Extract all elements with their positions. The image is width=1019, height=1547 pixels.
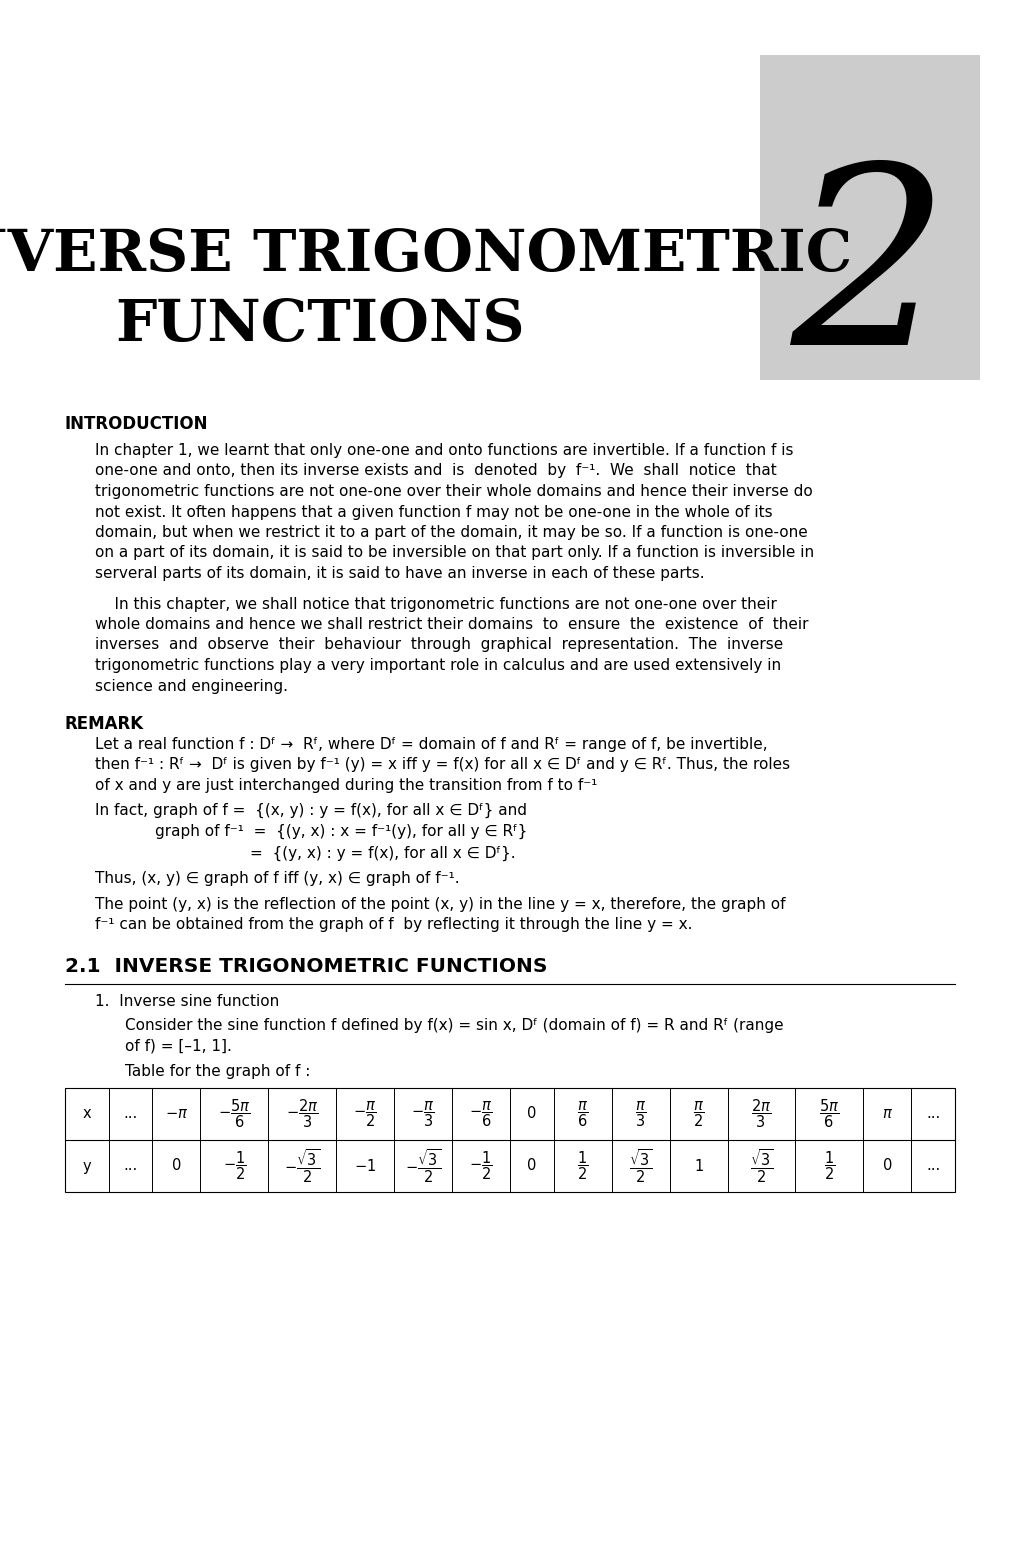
Text: ...: ... xyxy=(925,1106,940,1122)
Text: serveral parts of its domain, it is said to have an inverse in each of these par: serveral parts of its domain, it is said… xyxy=(95,566,704,582)
Text: on a part of its domain, it is said to be inversible on that part only. If a fun: on a part of its domain, it is said to b… xyxy=(95,546,813,560)
Text: 0: 0 xyxy=(527,1159,536,1174)
Text: trigonometric functions play a very important role in calculus and are used exte: trigonometric functions play a very impo… xyxy=(95,657,781,673)
Text: of f) = [–1, 1].: of f) = [–1, 1]. xyxy=(125,1038,231,1054)
Text: 0: 0 xyxy=(881,1159,891,1174)
Text: $-\dfrac{\pi}{6}$: $-\dfrac{\pi}{6}$ xyxy=(469,1100,492,1129)
Text: ...: ... xyxy=(925,1159,940,1174)
Text: x: x xyxy=(83,1106,91,1122)
Text: REMARK: REMARK xyxy=(65,715,144,733)
Text: 0: 0 xyxy=(527,1106,536,1122)
Text: Thus, (x, y) ∈ graph of f iff (y, x) ∈ graph of f⁻¹.: Thus, (x, y) ∈ graph of f iff (y, x) ∈ g… xyxy=(95,871,460,886)
Text: $-\dfrac{\pi}{2}$: $-\dfrac{\pi}{2}$ xyxy=(353,1100,376,1129)
Text: $\dfrac{\pi}{3}$: $\dfrac{\pi}{3}$ xyxy=(634,1100,646,1129)
Text: y: y xyxy=(83,1159,91,1174)
Text: graph of f⁻¹  =  {(y, x) : x = f⁻¹(y), for all y ∈ Rᶠ}: graph of f⁻¹ = {(y, x) : x = f⁻¹(y), for… xyxy=(155,825,527,838)
Text: $-\dfrac{1}{2}$: $-\dfrac{1}{2}$ xyxy=(469,1149,492,1182)
Text: 2.1  INVERSE TRIGONOMETRIC FUNCTIONS: 2.1 INVERSE TRIGONOMETRIC FUNCTIONS xyxy=(65,958,547,976)
Text: $-\pi$: $-\pi$ xyxy=(164,1106,187,1122)
Text: INVERSE TRIGONOMETRIC: INVERSE TRIGONOMETRIC xyxy=(0,227,852,283)
Text: FUNCTIONS: FUNCTIONS xyxy=(115,297,525,353)
Text: Let a real function f : Dᶠ →  Rᶠ, where Dᶠ = domain of f and Rᶠ = range of f, be: Let a real function f : Dᶠ → Rᶠ, where D… xyxy=(95,736,767,752)
Text: The point (y, x) is the reflection of the point (x, y) in the line y = x, theref: The point (y, x) is the reflection of th… xyxy=(95,897,785,911)
Text: 2: 2 xyxy=(790,155,949,398)
Text: $\dfrac{\pi}{6}$: $\dfrac{\pi}{6}$ xyxy=(577,1100,588,1129)
Text: $-\dfrac{\sqrt{3}}{2}$: $-\dfrac{\sqrt{3}}{2}$ xyxy=(283,1148,320,1185)
Text: $-\dfrac{5\pi}{6}$: $-\dfrac{5\pi}{6}$ xyxy=(218,1098,251,1131)
Text: whole domains and hence we shall restrict their domains  to  ensure  the  existe: whole domains and hence we shall restric… xyxy=(95,617,808,633)
Text: Table for the graph of f :: Table for the graph of f : xyxy=(125,1064,310,1078)
Text: Consider the sine function f defined by f(x) = sin x, Dᶠ (domain of f) = R and R: Consider the sine function f defined by … xyxy=(125,1018,783,1033)
Text: inverses  and  observe  their  behaviour  through  graphical  representation.  T: inverses and observe their behaviour thr… xyxy=(95,637,783,653)
Text: $1$: $1$ xyxy=(693,1159,703,1174)
Text: of x and y are just interchanged during the transition from f to f⁻¹: of x and y are just interchanged during … xyxy=(95,778,597,794)
Text: trigonometric functions are not one-one over their whole domains and hence their: trigonometric functions are not one-one … xyxy=(95,484,812,500)
Text: one-one and onto, then its inverse exists and  is  denoted  by  f⁻¹.  We  shall : one-one and onto, then its inverse exist… xyxy=(95,464,776,478)
Text: =  {(y, x) : y = f(x), for all x ∈ Dᶠ}.: = {(y, x) : y = f(x), for all x ∈ Dᶠ}. xyxy=(250,846,516,860)
Text: $-1$: $-1$ xyxy=(354,1159,376,1174)
Bar xyxy=(65,1088,954,1193)
Text: science and engineering.: science and engineering. xyxy=(95,679,287,693)
Text: ...: ... xyxy=(123,1159,138,1174)
Text: $\dfrac{1}{2}$: $\dfrac{1}{2}$ xyxy=(577,1149,588,1182)
Text: $\dfrac{\sqrt{3}}{2}$: $\dfrac{\sqrt{3}}{2}$ xyxy=(749,1148,772,1185)
Text: In this chapter, we shall notice that trigonometric functions are not one-one ov: In this chapter, we shall notice that tr… xyxy=(95,597,776,611)
Text: $-\dfrac{\sqrt{3}}{2}$: $-\dfrac{\sqrt{3}}{2}$ xyxy=(405,1148,440,1185)
Text: $\dfrac{2\pi}{3}$: $\dfrac{2\pi}{3}$ xyxy=(751,1098,771,1131)
Text: $-\dfrac{2\pi}{3}$: $-\dfrac{2\pi}{3}$ xyxy=(285,1098,318,1131)
Text: $-\dfrac{\pi}{3}$: $-\dfrac{\pi}{3}$ xyxy=(411,1100,434,1129)
Text: domain, but when we restrict it to a part of the domain, it may be so. If a func: domain, but when we restrict it to a par… xyxy=(95,524,807,540)
Bar xyxy=(759,56,979,381)
Text: $\dfrac{1}{2}$: $\dfrac{1}{2}$ xyxy=(822,1149,835,1182)
Text: $\dfrac{\sqrt{3}}{2}$: $\dfrac{\sqrt{3}}{2}$ xyxy=(628,1148,652,1185)
Text: $\dfrac{\pi}{2}$: $\dfrac{\pi}{2}$ xyxy=(692,1100,703,1129)
Text: 0: 0 xyxy=(171,1159,180,1174)
Text: $\dfrac{5\pi}{6}$: $\dfrac{5\pi}{6}$ xyxy=(818,1098,839,1131)
Text: In chapter 1, we learnt that only one-one and onto functions are invertible. If : In chapter 1, we learnt that only one-on… xyxy=(95,442,793,458)
Text: ...: ... xyxy=(123,1106,138,1122)
Text: not exist. It often happens that a given function f may not be one-one in the wh: not exist. It often happens that a given… xyxy=(95,504,771,520)
Text: $-\dfrac{1}{2}$: $-\dfrac{1}{2}$ xyxy=(222,1149,246,1182)
Text: then f⁻¹ : Rᶠ →  Dᶠ is given by f⁻¹ (y) = x iff y = f(x) for all x ∈ Dᶠ and y ∈ : then f⁻¹ : Rᶠ → Dᶠ is given by f⁻¹ (y) =… xyxy=(95,758,790,772)
Text: 1.  Inverse sine function: 1. Inverse sine function xyxy=(95,993,279,1009)
Text: f⁻¹ can be obtained from the graph of f  by reflecting it through the line y = x: f⁻¹ can be obtained from the graph of f … xyxy=(95,917,692,931)
Text: INTRODUCTION: INTRODUCTION xyxy=(65,415,208,433)
Text: $\pi$: $\pi$ xyxy=(880,1106,892,1122)
Text: In fact, graph of f =  {(x, y) : y = f(x), for all x ∈ Dᶠ} and: In fact, graph of f = {(x, y) : y = f(x)… xyxy=(95,803,527,818)
